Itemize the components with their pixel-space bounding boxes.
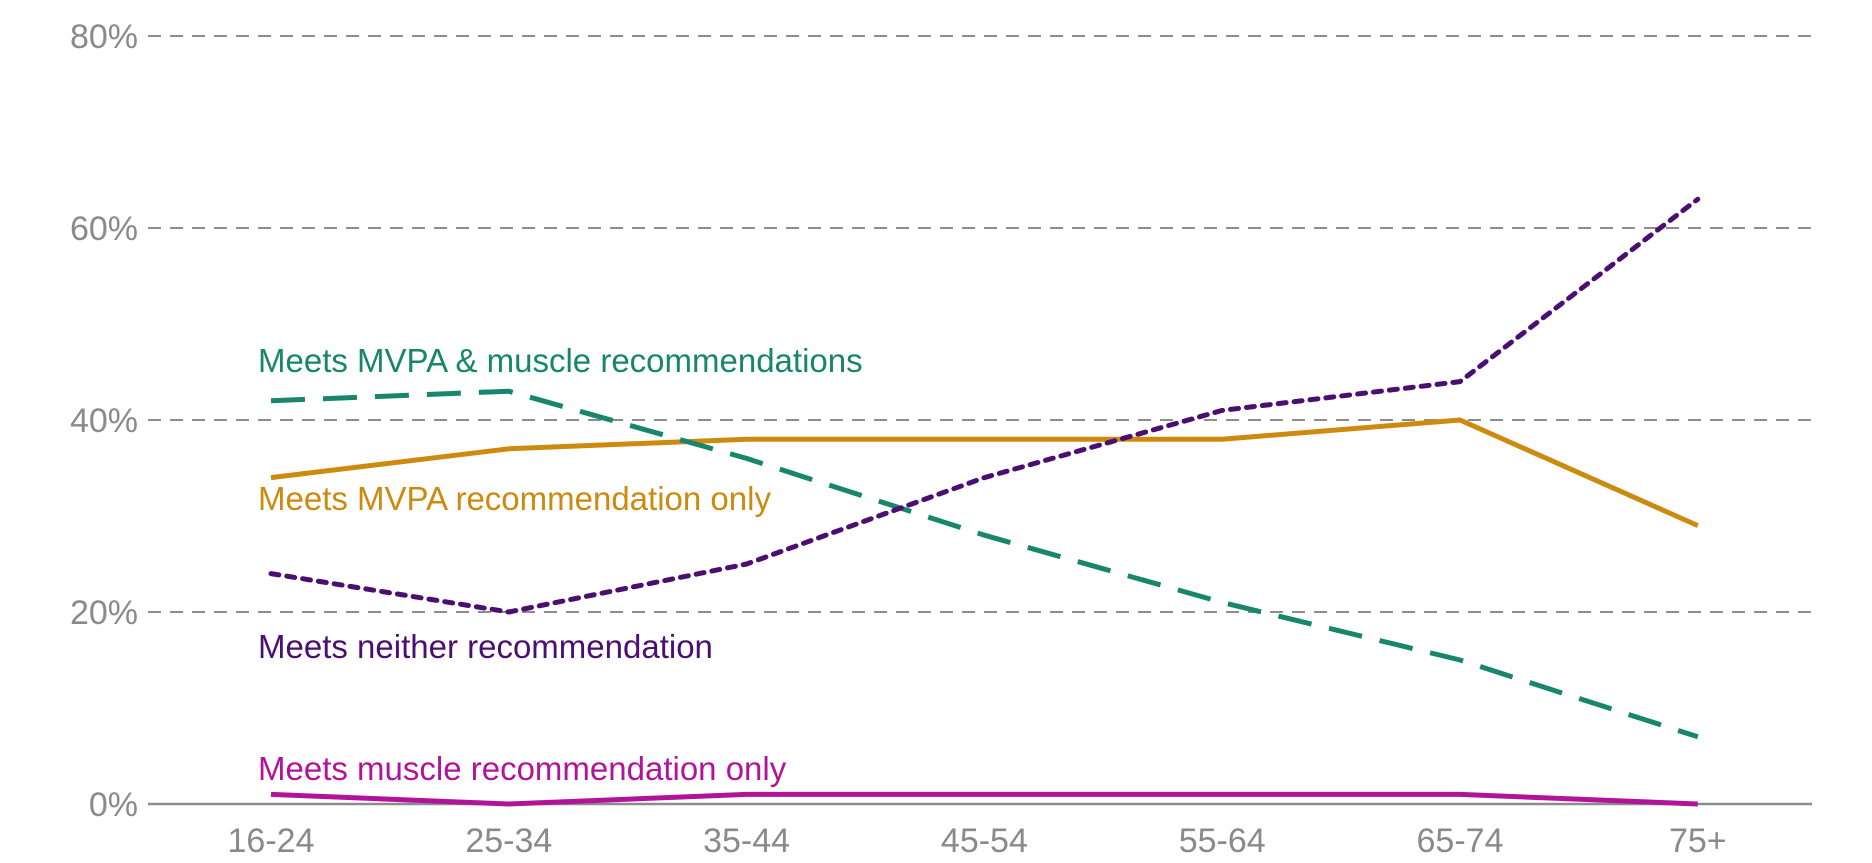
series-1: [270, 417, 1699, 528]
series-label: Meets MVPA recommendation only: [258, 480, 771, 517]
y-tick-label: 80%: [70, 18, 138, 56]
x-tick-label: 25-34: [465, 822, 552, 860]
y-tick-label: 0%: [89, 786, 138, 824]
series-lines: [268, 196, 1701, 807]
y-tick-label: 40%: [70, 402, 138, 440]
series-line: [270, 791, 1698, 807]
series-label: Meets neither recommendation: [258, 628, 713, 665]
x-tick-label: 16-24: [228, 822, 315, 860]
series-3: [270, 791, 1698, 807]
series-2: [268, 196, 1701, 615]
x-tick-label: 45-54: [941, 822, 1028, 860]
series-label: Meets MVPA & muscle recommendations: [258, 342, 863, 379]
x-tick-label: 35-44: [703, 822, 790, 860]
gridlines: [148, 35, 1812, 806]
x-tick-label: 75+: [1669, 822, 1727, 860]
series-line: [270, 388, 1699, 740]
y-tick-label: 60%: [70, 210, 138, 248]
x-tick-label: 65-74: [1417, 822, 1504, 860]
x-axis-tick-labels: 16-24 25-34 35-44 45-54 55-64 65-74 75+: [228, 822, 1727, 860]
y-tick-label: 20%: [70, 594, 138, 632]
x-tick-label: 55-64: [1179, 822, 1266, 860]
y-axis-tick-labels: 0% 20% 40% 60% 80%: [70, 18, 138, 824]
series-line: [268, 196, 1701, 615]
series-labels: Meets MVPA & muscle recommendations Meets…: [258, 342, 863, 787]
series-0: [270, 388, 1699, 740]
series-label: Meets muscle recommendation only: [258, 750, 787, 787]
